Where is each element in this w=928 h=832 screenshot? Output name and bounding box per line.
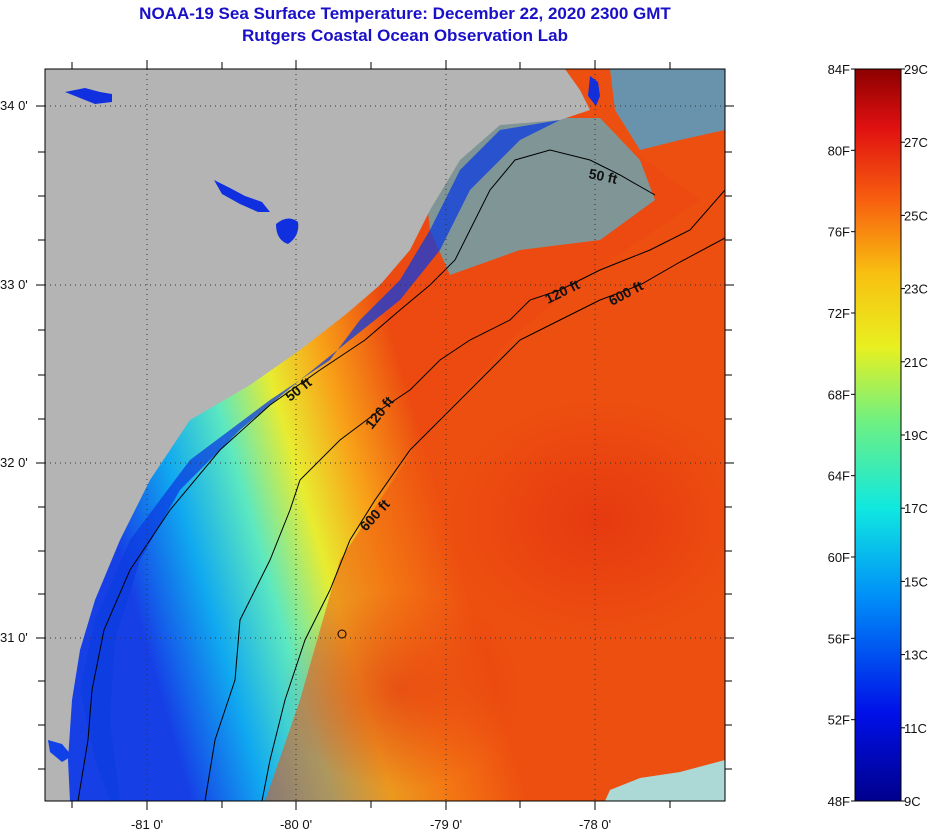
colorbar-c-label: 9C <box>904 794 921 809</box>
graticule <box>45 69 725 801</box>
axis-ticks <box>36 60 734 810</box>
longitude-label: -81 0' <box>131 817 163 832</box>
map-area <box>45 69 725 801</box>
colorbar-c-label: 23C <box>904 282 928 297</box>
colorbar-f-label: 76F <box>828 225 850 240</box>
longitude-label: -80 0' <box>280 817 312 832</box>
isobath-50ft <box>77 149 656 801</box>
colorbar-f-label: 52F <box>828 713 850 728</box>
colorbar-fahrenheit-scale: 84F 80F 76F 72F 68F 64F 60F 56F 52F 48F <box>828 62 850 809</box>
map-title: NOAA-19 Sea Surface Temperature: Decembe… <box>139 4 671 23</box>
colorbar-c-label: 21C <box>904 355 928 370</box>
longitude-label: -79 0' <box>430 817 462 832</box>
colorbar-celsius-scale: 29C 27C 25C 23C 21C 19C 17C 15C 13C 11C … <box>904 62 928 809</box>
land-mass <box>45 69 590 801</box>
map-subtitle: Rutgers Coastal Ocean Observation Lab <box>242 26 568 45</box>
colorbar-c-label: 19C <box>904 428 928 443</box>
latitude-label: 33 0' <box>0 277 28 292</box>
colorbar-c-label: 29C <box>904 62 928 77</box>
inland-water <box>65 88 112 104</box>
cold-coastal-water <box>45 120 560 801</box>
colorbar-c-label: 11C <box>904 721 927 736</box>
isobath-120ft <box>204 189 725 801</box>
longitude-label: -78 0' <box>579 817 611 832</box>
colorbar-f-label: 60F <box>828 550 850 565</box>
colorbar-c-label: 15C <box>904 574 928 589</box>
map-frame <box>44 68 726 802</box>
isobath-600ft <box>261 237 725 801</box>
colorbar-f-label: 80F <box>828 143 850 158</box>
colorbar-f-label: 48F <box>828 794 850 809</box>
warm-core <box>450 400 725 640</box>
isobath-label: 50 ft <box>587 165 619 187</box>
colorbar <box>854 68 902 802</box>
colorbar-f-label: 56F <box>828 631 850 646</box>
latitude-label: 34 0' <box>0 98 28 113</box>
colorbar-c-label: 25C <box>904 208 928 223</box>
latitude-label: 32 0' <box>0 455 28 470</box>
colorbar-ticks <box>851 68 905 802</box>
colorbar-c-label: 17C <box>904 501 928 516</box>
colorbar-f-label: 84F <box>828 62 850 77</box>
colorbar-c-label: 13C <box>904 648 928 663</box>
colorbar-f-label: 64F <box>828 469 850 484</box>
colorbar-c-label: 27C <box>904 135 928 150</box>
colorbar-f-label: 68F <box>828 387 850 402</box>
colorbar-f-label: 72F <box>828 306 850 321</box>
latitude-label: 31 0' <box>0 630 28 645</box>
